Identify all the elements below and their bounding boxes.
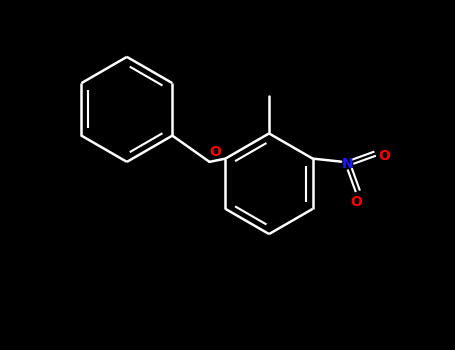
Text: O: O [209, 145, 221, 159]
Text: O: O [379, 149, 390, 163]
Text: N: N [342, 157, 354, 171]
Text: O: O [350, 195, 362, 209]
